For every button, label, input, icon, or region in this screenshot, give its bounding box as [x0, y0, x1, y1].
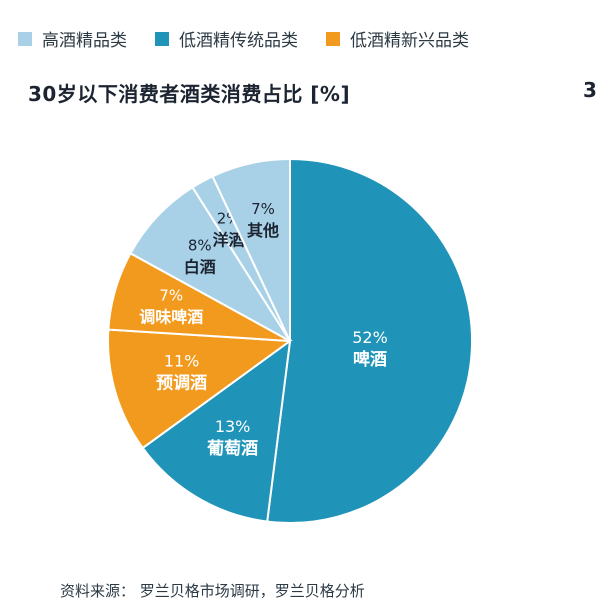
slice-value-label-3: 11%: [164, 352, 200, 371]
slice-name-label-6: 洋酒: [213, 230, 245, 249]
pie-slice-1: [266, 157, 473, 524]
cropped-chart-number: 3: [583, 78, 597, 102]
slice-name-label-2: 葡萄酒: [206, 438, 258, 459]
legend-item-low-traditional: 低酒精传统品类: [155, 26, 298, 51]
slice-value-label-5: 8%: [188, 236, 212, 254]
slice-value-label-1: 52%: [352, 328, 388, 347]
slice-name-label-7: 其他: [247, 221, 279, 240]
slice-value-label-4: 7%: [159, 287, 183, 305]
slice-value-label-7: 7%: [251, 200, 275, 218]
slice-name-label-4: 调味啤酒: [139, 308, 203, 327]
legend-label-low-emerging: 低酒精新兴品类: [350, 31, 469, 51]
slice-name-label-3: 预调酒: [156, 373, 207, 394]
legend-item-high-alcohol: 高酒精品类: [18, 26, 127, 51]
pie-slice-3: [107, 328, 293, 450]
chart-legend: 高酒精品类 低酒精传统品类 低酒精新兴品类: [18, 26, 497, 51]
legend-swatch-low-traditional: [155, 31, 169, 46]
slice-name-label-1: 啤酒: [353, 349, 387, 370]
source-note: 资料来源： 罗兰贝格市场调研，罗兰贝格分析: [60, 582, 365, 600]
pie-slice-2: [141, 338, 292, 523]
pie-slice-5: [129, 185, 291, 342]
chart-title: 30岁以下消费者酒类消费占比 [%]: [28, 82, 351, 106]
legend-swatch-low-emerging: [326, 31, 340, 46]
legend-swatch-high-alcohol: [18, 31, 32, 46]
slice-value-label-2: 13%: [215, 417, 251, 436]
legend-label-high-alcohol: 高酒精品类: [42, 31, 127, 51]
legend-item-low-emerging: 低酒精新兴品类: [326, 26, 469, 51]
legend-label-low-traditional: 低酒精传统品类: [179, 31, 298, 51]
pie-slice-7: [211, 157, 291, 342]
slice-name-label-5: 白酒: [184, 257, 216, 276]
